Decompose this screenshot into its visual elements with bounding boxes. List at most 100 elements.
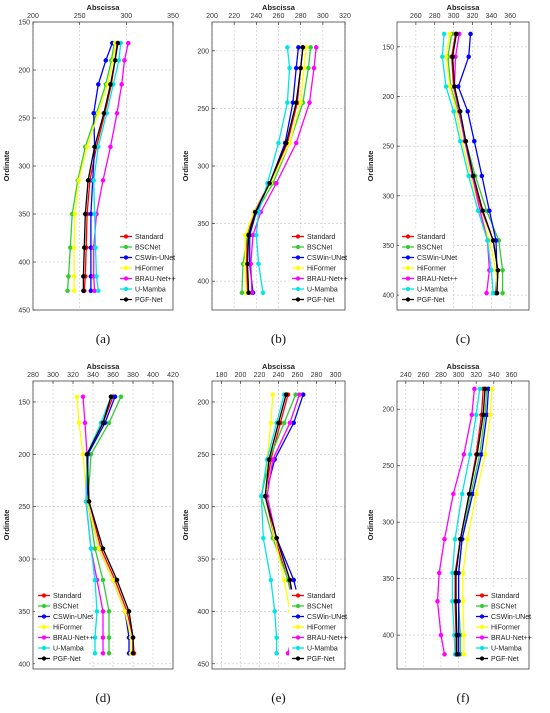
data-point <box>450 54 455 60</box>
panel-caption: (e) <box>271 690 285 705</box>
data-point <box>453 570 459 576</box>
series-pgf-net <box>84 394 136 656</box>
legend: Standard BSCNet CSWin-UNet HiFormer BRAU-Net… <box>117 230 176 308</box>
x-tick-label: 300 <box>120 13 132 20</box>
x-tick-label: 200 <box>27 13 39 20</box>
legend-swatch-marker <box>123 255 129 260</box>
y-tick-label: 400 <box>197 279 209 286</box>
data-point <box>92 650 98 656</box>
data-point <box>81 288 86 294</box>
data-point <box>76 420 82 426</box>
data-point <box>101 110 107 116</box>
data-point <box>298 65 303 71</box>
data-point <box>287 577 293 583</box>
legend-entry: U-Mamba <box>417 287 448 294</box>
data-point <box>82 420 88 426</box>
legend-swatch-marker <box>295 624 301 630</box>
data-point <box>66 274 71 279</box>
legend-entry: PGF-Net <box>417 297 445 304</box>
data-point <box>125 40 131 46</box>
legend-entry: PGF-Net <box>53 656 81 663</box>
data-point <box>447 84 453 89</box>
data-point <box>439 54 445 60</box>
data-point <box>297 392 302 397</box>
legend-swatch-marker <box>405 255 411 260</box>
data-point <box>71 245 77 250</box>
legend: Standard BSCNet CSWin-UNet HiFormer BRAU-Net… <box>289 230 348 308</box>
data-point <box>443 84 449 89</box>
data-point <box>254 232 259 238</box>
data-point <box>281 577 287 583</box>
data-point <box>461 632 467 638</box>
legend-entry: U-Mamba <box>307 646 338 653</box>
chart-panel: 240 260 280 300 320 340 360 200 250 300 350 400 Absc… <box>366 362 532 705</box>
legend-entry: BSCNet <box>53 604 78 611</box>
data-point <box>130 650 136 656</box>
data-point <box>461 652 467 657</box>
legend-swatch-marker <box>479 614 485 619</box>
legend: Standard BSCNet CSWin-UNet HiFormer BRAU-Net… <box>289 589 348 667</box>
x-tick-label: 200 <box>235 372 247 379</box>
legend-swatch-marker <box>295 276 301 281</box>
data-point <box>442 652 447 657</box>
data-point <box>272 609 278 614</box>
x-tick-label: 340 <box>87 372 99 379</box>
x-tick-label: 240 <box>250 13 262 20</box>
legend-entry: CSWin-UNet <box>53 614 93 621</box>
data-point <box>80 394 86 400</box>
legend-entry: Standard <box>135 234 164 241</box>
data-point <box>108 144 113 150</box>
series-pgf-net <box>450 31 501 296</box>
data-point <box>106 420 112 426</box>
x-tick-label: 400 <box>147 372 159 379</box>
y-tick-label: 450 <box>18 308 30 315</box>
series-line <box>445 33 498 294</box>
data-point <box>71 274 77 279</box>
data-point <box>452 536 458 542</box>
legend-entry: HiFormer <box>491 625 521 632</box>
legend-swatch-marker <box>295 614 301 619</box>
data-point <box>300 45 306 50</box>
legend-entry: BRAU-Net++ <box>53 635 94 642</box>
data-point <box>246 232 251 238</box>
data-point <box>245 261 250 267</box>
data-point <box>260 535 266 541</box>
y-tick-label: 400 <box>197 609 209 616</box>
legend-swatch-marker <box>295 234 301 239</box>
data-point <box>482 386 488 392</box>
data-point <box>458 536 463 542</box>
axes-frame <box>211 21 346 311</box>
data-point <box>93 245 98 250</box>
x-tick-label: 280 <box>295 13 307 20</box>
data-point <box>471 173 476 179</box>
y-tick-label: 200 <box>18 68 30 75</box>
x-axis-label: Abscissa <box>87 3 121 12</box>
data-point <box>308 45 313 50</box>
data-point <box>100 546 106 551</box>
data-point <box>473 412 479 418</box>
legend-swatch-marker <box>41 635 47 640</box>
y-axis-label: Ordinate <box>181 510 190 541</box>
x-tick-label: 300 <box>47 372 59 379</box>
axes-frame <box>32 380 174 670</box>
axes-frame <box>396 21 530 311</box>
data-point <box>460 598 466 604</box>
x-axis-label: Abscissa <box>262 3 296 12</box>
y-tick-label: 150 <box>18 399 30 406</box>
legend-entry: Standard <box>491 593 520 600</box>
legend-entry: PGF-Net <box>491 656 519 663</box>
data-point <box>76 178 82 183</box>
data-point <box>455 84 461 89</box>
data-point <box>100 650 106 656</box>
legend-swatch-marker <box>295 656 301 661</box>
data-point <box>285 100 290 105</box>
x-axis-label: Abscissa <box>262 362 296 371</box>
x-tick-label: 300 <box>330 372 342 379</box>
legend-entry: PGF-Net <box>307 656 335 663</box>
data-point <box>468 31 473 37</box>
data-point <box>447 31 453 37</box>
legend-swatch-marker <box>41 624 47 630</box>
y-tick-label: 200 <box>382 407 394 414</box>
legend-entry: BSCNet <box>417 245 442 252</box>
legend-swatch-marker <box>405 234 411 239</box>
